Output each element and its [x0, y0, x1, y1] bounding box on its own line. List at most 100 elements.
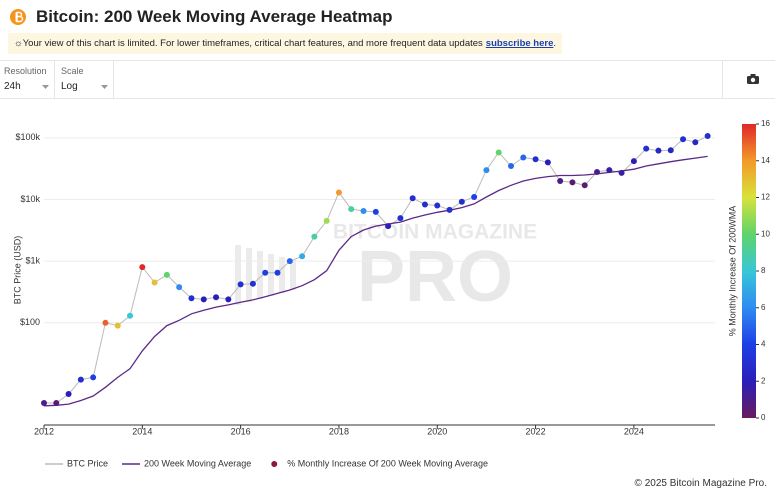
heat-dot [249, 280, 256, 287]
colorbar-tick-label: 0 [761, 413, 766, 422]
heat-dot [77, 376, 84, 383]
heat-dot [434, 202, 441, 209]
heat-dot [188, 295, 195, 302]
colorbar-tick-label: 12 [761, 193, 770, 202]
heat-dot [102, 319, 109, 326]
heat-dot [151, 279, 158, 286]
colorbar-tick-label: 14 [761, 156, 770, 165]
control-label: Resolution [4, 66, 47, 76]
heat-dot [262, 269, 269, 276]
legend-label: BTC Price [67, 458, 108, 468]
notice-text: ☼Your view of this chart is limited. For… [14, 38, 483, 49]
camera-icon [747, 74, 759, 84]
x-tick-label: 2014 [132, 426, 152, 436]
heat-dot [163, 271, 170, 278]
legend-label: 200 Week Moving Average [144, 458, 251, 468]
heat-dot [176, 284, 183, 291]
heat-dot [446, 206, 453, 213]
heat-dot [471, 193, 478, 200]
control-value: 24h [4, 81, 21, 92]
x-tick-label: 2012 [34, 426, 54, 436]
heat-dot [360, 208, 367, 215]
watermark-logo [290, 260, 296, 290]
colorbar-tick-label: 6 [761, 303, 766, 312]
y-tick-label: $10k [20, 194, 40, 204]
heat-dot [569, 179, 576, 186]
heat-dot [274, 269, 281, 276]
screenshot-button[interactable] [722, 61, 775, 98]
heat-dot [630, 158, 637, 165]
heat-dot [114, 322, 121, 329]
y-tick-label: $100k [15, 132, 40, 142]
dropdown-arrow [42, 85, 49, 89]
watermark-logo [246, 248, 252, 302]
heat-dot [421, 201, 428, 208]
heat-dot [458, 198, 465, 205]
heat-dot [53, 400, 60, 407]
y-tick-label: $100 [20, 317, 40, 327]
heat-dot [213, 294, 220, 301]
heat-dot [90, 374, 97, 381]
colorbar-title: % Monthly Increase Of 200WMA [727, 206, 737, 337]
heat-dot [692, 139, 699, 146]
toolbar: Resolution 24h Scale Log [0, 60, 775, 99]
heat-dot [704, 133, 711, 140]
subscribe-link[interactable]: subscribe here [485, 38, 554, 49]
control-label: Scale [61, 66, 84, 76]
watermark-logo [235, 245, 241, 305]
heat-dot [606, 167, 613, 174]
x-tick-label: 2020 [427, 426, 447, 436]
heat-dot [618, 169, 625, 176]
heat-dot [532, 156, 539, 163]
heat-dot [237, 281, 244, 288]
x-tick-label: 2024 [624, 426, 644, 436]
colorbar [742, 124, 756, 418]
watermark-logo [268, 254, 274, 296]
bitcoin-icon [10, 9, 26, 25]
x-tick-label: 2018 [329, 426, 349, 436]
scale-select[interactable]: Scale Log [57, 61, 114, 98]
heat-dot [655, 147, 662, 154]
legend-dot [271, 461, 278, 467]
heat-dot [127, 312, 134, 319]
heat-dot [667, 147, 674, 154]
heat-dot [65, 391, 72, 398]
watermark: PRO [357, 237, 513, 317]
dropdown-arrow [101, 85, 108, 89]
heat-dot [311, 233, 318, 240]
watermark-logo [257, 251, 263, 299]
notice: ☼Your view of this chart is limited. For… [8, 33, 563, 54]
colorbar-tick-label: 10 [761, 229, 770, 238]
heat-dot [680, 136, 687, 143]
notice-end: . [553, 38, 557, 49]
control-value: Log [61, 81, 78, 92]
resolution-select[interactable]: Resolution 24h [0, 61, 55, 98]
heat-dot [507, 162, 514, 169]
heat-dot [409, 195, 416, 202]
legend-label: % Monthly Increase Of 200 Week Moving Av… [287, 458, 488, 468]
y-tick-label: $1k [25, 256, 40, 266]
heat-dot [495, 149, 502, 156]
heat-dot [286, 258, 293, 265]
heat-dot [139, 264, 146, 271]
heat-dot [41, 400, 47, 407]
footer: © 2025 Bitcoin Magazine Pro. [634, 478, 767, 489]
heat-dot [557, 177, 564, 184]
heat-dot [299, 253, 306, 260]
heat-dot [372, 208, 379, 215]
heat-dot [594, 168, 601, 175]
heat-dot [483, 167, 490, 174]
heat-dot [397, 215, 404, 222]
x-tick-label: 2016 [231, 426, 251, 436]
heat-dot [225, 296, 232, 303]
heat-dot [544, 159, 551, 166]
heat-dot [323, 217, 330, 224]
colorbar-tick-label: 2 [761, 376, 766, 385]
heat-dot [200, 296, 207, 303]
heat-dot [385, 223, 392, 230]
page-title: Bitcoin: 200 Week Moving Average Heatmap [36, 7, 393, 26]
y-axis-title: BTC Price (USD) [12, 236, 22, 305]
heat-dot [643, 145, 650, 152]
